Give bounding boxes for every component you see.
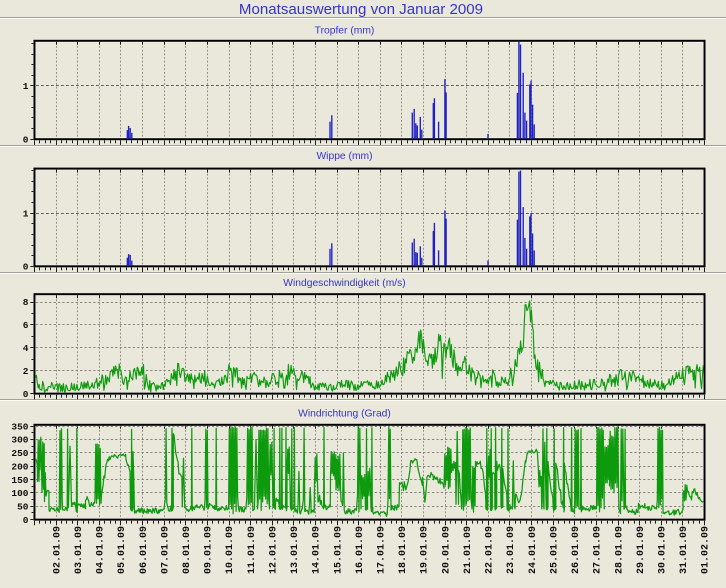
svg-text:06.01.09: 06.01.09: [139, 526, 150, 574]
svg-text:150: 150: [11, 475, 28, 486]
svg-text:10.01.09: 10.01.09: [225, 526, 236, 574]
svg-text:25.01.09: 25.01.09: [549, 526, 560, 574]
svg-text:1: 1: [23, 208, 29, 219]
svg-text:01.02.09: 01.02.09: [701, 526, 712, 574]
svg-text:Tropfer (mm): Tropfer (mm): [315, 26, 375, 37]
svg-text:200: 200: [11, 461, 28, 472]
svg-text:16.01.09: 16.01.09: [355, 526, 366, 574]
svg-text:14.01.09: 14.01.09: [312, 526, 323, 574]
svg-text:22.01.09: 22.01.09: [485, 526, 496, 574]
svg-text:1: 1: [23, 81, 29, 92]
svg-text:21.01.09: 21.01.09: [463, 526, 474, 574]
svg-text:350: 350: [11, 421, 28, 432]
svg-text:07.01.09: 07.01.09: [160, 526, 171, 574]
svg-text:18.01.09: 18.01.09: [398, 526, 409, 574]
svg-text:13.01.09: 13.01.09: [290, 526, 301, 574]
svg-text:Wippe (mm): Wippe (mm): [316, 151, 372, 162]
svg-text:28.01.09: 28.01.09: [614, 526, 625, 574]
svg-text:Monatsauswertung von Januar 20: Monatsauswertung von Januar 2009: [239, 1, 483, 18]
svg-text:04.01.09: 04.01.09: [96, 526, 107, 574]
svg-text:Windgeschwindigkeit (m/s): Windgeschwindigkeit (m/s): [283, 278, 405, 289]
svg-text:27.01.09: 27.01.09: [593, 526, 604, 574]
svg-text:08.01.09: 08.01.09: [182, 526, 193, 574]
svg-text:24.01.09: 24.01.09: [528, 526, 539, 574]
svg-text:12.01.09: 12.01.09: [268, 526, 279, 574]
svg-text:0: 0: [23, 515, 29, 526]
svg-text:300: 300: [11, 435, 28, 446]
svg-text:Windrichtung (Grad): Windrichtung (Grad): [298, 408, 391, 419]
svg-text:8: 8: [23, 297, 29, 308]
svg-text:19.01.09: 19.01.09: [420, 526, 431, 574]
svg-text:23.01.09: 23.01.09: [506, 526, 517, 574]
svg-text:30.01.09: 30.01.09: [657, 526, 668, 574]
svg-text:250: 250: [11, 448, 28, 459]
svg-text:03.01.09: 03.01.09: [74, 526, 85, 574]
svg-text:15.01.09: 15.01.09: [333, 526, 344, 574]
svg-text:29.01.09: 29.01.09: [636, 526, 647, 574]
svg-text:0: 0: [23, 389, 29, 400]
svg-text:100: 100: [11, 488, 28, 499]
svg-text:4: 4: [23, 343, 29, 354]
svg-text:17.01.09: 17.01.09: [377, 526, 388, 574]
svg-text:31.01.09: 31.01.09: [679, 526, 690, 574]
svg-text:6: 6: [23, 320, 29, 331]
svg-text:0: 0: [23, 134, 29, 145]
svg-text:0: 0: [23, 262, 29, 273]
svg-text:20.01.09: 20.01.09: [441, 526, 452, 574]
svg-text:02.01.09: 02.01.09: [52, 526, 63, 574]
svg-text:05.01.09: 05.01.09: [117, 526, 128, 574]
svg-text:11.01.09: 11.01.09: [247, 526, 258, 574]
svg-text:09.01.09: 09.01.09: [204, 526, 215, 574]
svg-text:2: 2: [23, 366, 29, 377]
svg-text:50: 50: [17, 501, 29, 512]
svg-text:26.01.09: 26.01.09: [571, 526, 582, 574]
